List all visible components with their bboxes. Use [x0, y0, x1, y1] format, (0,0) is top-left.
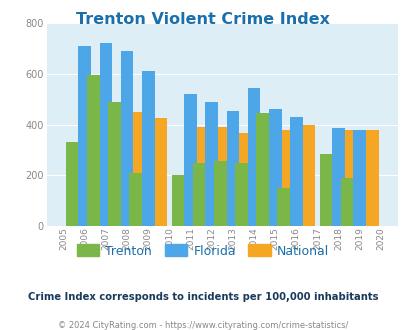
Bar	[108, 102, 120, 226]
Text: Trenton Violent Crime Index: Trenton Violent Crime Index	[76, 12, 329, 26]
Bar	[141, 71, 154, 226]
Legend: Trenton, Florida, National: Trenton, Florida, National	[71, 240, 334, 263]
Bar	[302, 125, 315, 226]
Bar	[133, 112, 146, 226]
Bar	[289, 117, 302, 226]
Bar	[205, 102, 217, 226]
Bar	[277, 188, 289, 226]
Bar	[340, 178, 353, 226]
Bar	[260, 131, 273, 226]
Bar	[154, 118, 167, 226]
Bar	[319, 154, 331, 226]
Bar	[353, 130, 365, 226]
Bar	[196, 127, 209, 226]
Bar	[256, 113, 268, 226]
Bar	[331, 128, 344, 226]
Bar	[129, 173, 141, 226]
Bar	[344, 130, 357, 226]
Bar	[112, 107, 125, 226]
Bar	[268, 109, 281, 226]
Bar	[171, 175, 184, 226]
Bar	[192, 163, 205, 226]
Bar	[281, 130, 294, 226]
Bar	[91, 107, 104, 226]
Bar	[78, 46, 91, 226]
Text: Crime Index corresponds to incidents per 100,000 inhabitants: Crime Index corresponds to incidents per…	[28, 292, 377, 302]
Bar	[234, 163, 247, 226]
Bar	[247, 88, 260, 226]
Bar	[184, 94, 196, 226]
Bar	[87, 75, 99, 226]
Bar	[365, 130, 378, 226]
Bar	[99, 43, 112, 226]
Bar	[66, 142, 78, 226]
Bar	[120, 51, 133, 226]
Bar	[217, 127, 230, 226]
Bar	[213, 161, 226, 226]
Bar	[226, 111, 239, 226]
Text: © 2024 CityRating.com - https://www.cityrating.com/crime-statistics/: © 2024 CityRating.com - https://www.city…	[58, 321, 347, 330]
Bar	[239, 133, 251, 226]
